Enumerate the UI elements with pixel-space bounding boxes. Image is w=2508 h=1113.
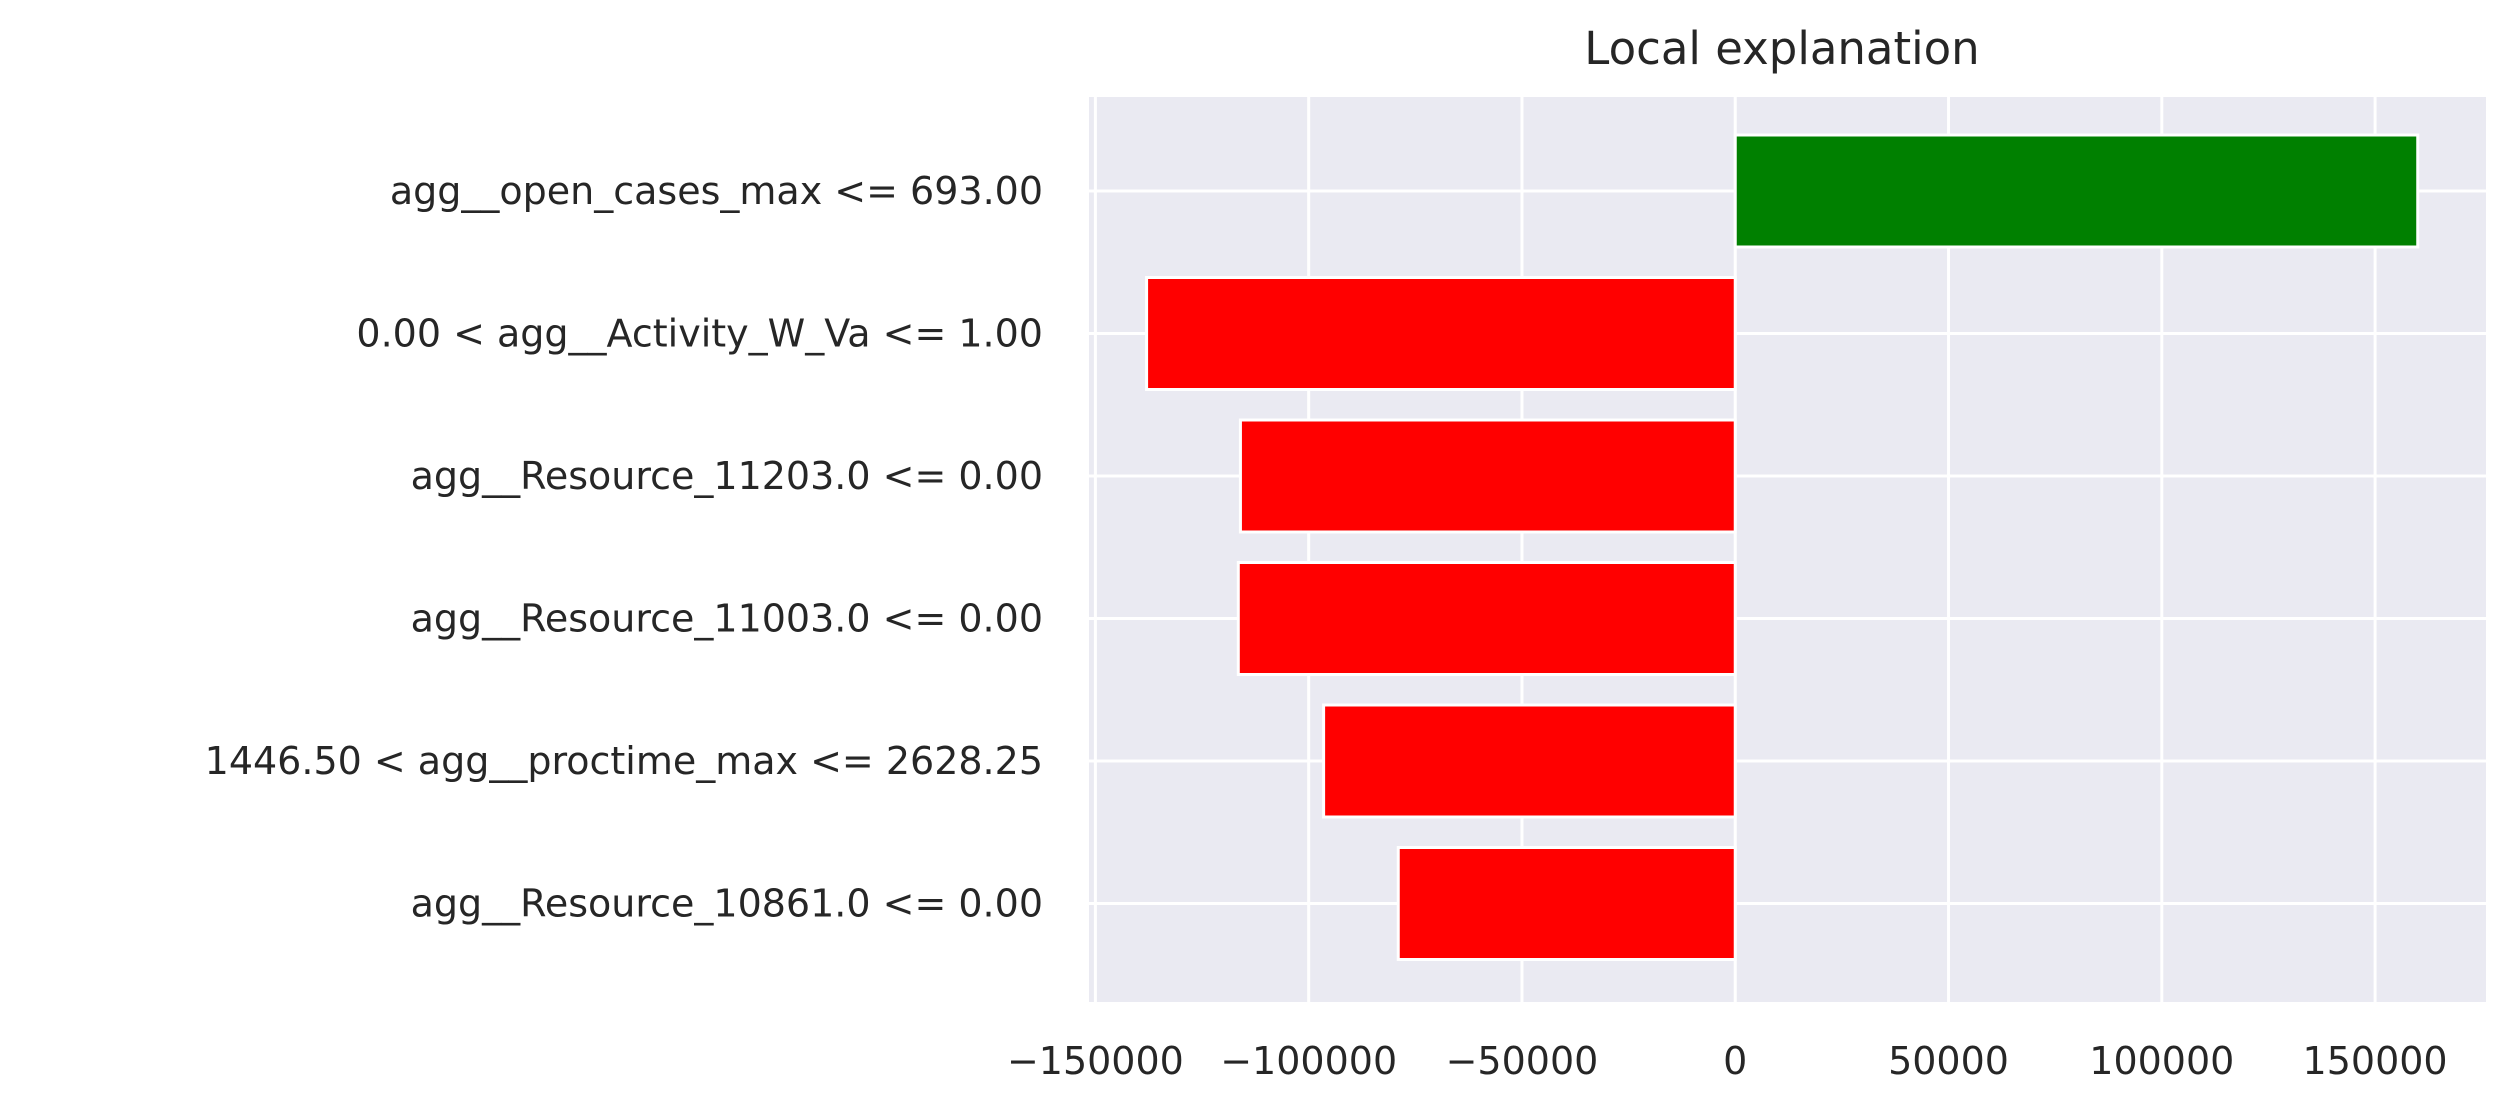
y-tick-label: agg__open_cases_max <= 693.00 [390, 169, 1043, 213]
y-tick-label: agg__Resource_11003.0 <= 0.00 [411, 597, 1043, 641]
y-tick-label: 1446.50 < agg__proctime_max <= 2628.25 [205, 739, 1043, 783]
chart-title: Local explanation [1584, 22, 1979, 75]
x-tick-label: −150000 [1007, 1039, 1184, 1083]
x-tick-label: −50000 [1446, 1039, 1599, 1083]
y-tick-label: agg__Resource_11203.0 <= 0.00 [411, 454, 1043, 498]
y-tick-label: 0.00 < agg__Activity_W_Va <= 1.00 [356, 312, 1043, 356]
bar-negative [1322, 703, 1737, 819]
x-tick-labels: −150000 −100000 −50000 0 50000 100000 150000 [1007, 1039, 2448, 1083]
bars [1145, 133, 2420, 961]
bar-negative [1396, 846, 1737, 961]
bar-negative [1145, 276, 1737, 391]
x-tick-label: 0 [1723, 1039, 1747, 1083]
x-tick-label: 100000 [2089, 1039, 2234, 1083]
y-tick-label: agg__Resource_10861.0 <= 0.00 [411, 882, 1043, 926]
bar-negative [1238, 418, 1737, 534]
x-tick-label: 50000 [1888, 1039, 2009, 1083]
y-tick-labels: agg__open_cases_max <= 693.00 0.00 < agg_… [205, 169, 1043, 926]
bar-negative [1236, 561, 1737, 676]
x-tick-label: −100000 [1220, 1039, 1397, 1083]
x-tick-label: 150000 [2303, 1039, 2448, 1083]
bar-positive [1733, 133, 2420, 249]
